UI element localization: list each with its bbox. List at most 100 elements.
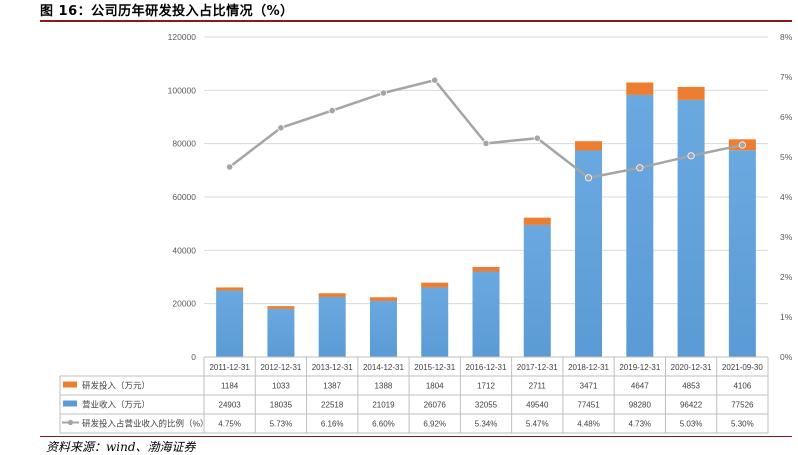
y-left-tick-label: 0 <box>191 352 196 362</box>
ratio-point <box>482 139 490 147</box>
table-value: 5.34% <box>475 420 498 429</box>
x-tick-label: 2021-09-30 <box>722 363 763 372</box>
y-right-tick-label: 0% <box>780 352 793 362</box>
x-tick-label: 2016-12-31 <box>466 363 507 372</box>
rd-bar <box>318 293 346 297</box>
ratio-point <box>687 152 695 160</box>
ratio-point <box>226 163 234 171</box>
y-left-tick-label: 20000 <box>172 299 196 309</box>
revenue-bar <box>626 94 654 358</box>
table-value: 6.92% <box>423 420 446 429</box>
legend-label: 研发投入（万元） <box>82 381 150 391</box>
revenue-bar <box>318 296 346 357</box>
table-value: 2711 <box>529 382 547 391</box>
y-left-tick-label: 40000 <box>172 245 196 255</box>
y-right-tick-label: 7% <box>780 72 793 82</box>
ratio-point <box>533 134 541 142</box>
revenue-bar <box>523 224 551 357</box>
ratio-point <box>379 89 388 97</box>
table-value: 22518 <box>321 401 344 410</box>
x-tick-label: 2018-12-31 <box>568 363 609 372</box>
rd-bar <box>626 82 654 95</box>
table-value: 77526 <box>731 401 754 410</box>
rd-bar <box>369 297 397 301</box>
table-value: 21019 <box>372 401 395 410</box>
table-value: 1184 <box>221 382 239 391</box>
revenue-bar <box>369 300 397 357</box>
revenue-bar <box>421 287 449 357</box>
rd-bar <box>472 266 500 272</box>
table-value: 1033 <box>272 382 290 391</box>
table-value: 26076 <box>424 401 447 410</box>
legend-label: 营业收入（万元） <box>82 400 150 410</box>
x-tick-label: 2017-12-31 <box>517 363 558 372</box>
x-tick-label: 2014-12-31 <box>363 363 404 372</box>
table-value: 4647 <box>631 382 649 391</box>
table-value: 4.48% <box>577 420 600 429</box>
ratio-point <box>584 174 593 182</box>
rd-bar <box>677 86 705 100</box>
table-value: 5.03% <box>680 420 703 429</box>
y-right-tick-label: 1% <box>780 312 793 322</box>
table-value: 4853 <box>682 382 700 391</box>
table-value: 32055 <box>475 401 498 410</box>
rd-bar <box>523 217 551 225</box>
table-value: 1388 <box>375 382 393 391</box>
y-right-tick-label: 3% <box>780 232 793 242</box>
table-value: 77451 <box>577 401 600 410</box>
ratio-point <box>277 124 285 132</box>
legend-key <box>63 400 77 407</box>
revenue-bar <box>216 290 244 357</box>
rd-bar <box>575 141 603 151</box>
y-right-tick-label: 6% <box>780 112 793 122</box>
revenue-bar <box>472 271 500 357</box>
y-right-tick-label: 2% <box>780 272 793 282</box>
figure-title: 图 16：公司历年研发投入占比情况（%） <box>40 4 294 19</box>
table-value: 5.30% <box>731 420 754 429</box>
y-left-tick-label: 120000 <box>168 32 197 42</box>
table-value: 1804 <box>426 382 444 391</box>
table-value: 98280 <box>629 401 652 410</box>
table-value: 49540 <box>526 401 549 410</box>
rd-bar <box>216 287 244 291</box>
table-value: 4.73% <box>628 420 651 429</box>
table-value: 1387 <box>323 382 341 391</box>
revenue-bar <box>267 308 295 357</box>
source-note: 资料来源：wind、渤海证券 <box>46 440 196 454</box>
table-value: 3471 <box>580 382 598 391</box>
revenue-bar <box>728 150 756 357</box>
ratio-point <box>328 107 336 115</box>
x-tick-label: 2019-12-31 <box>619 363 660 372</box>
legend-label: 研发投入占营业收入的比例（%） <box>82 419 209 429</box>
ratio-point <box>738 141 746 149</box>
y-right-tick-label: 4% <box>780 192 793 202</box>
table-value: 6.16% <box>321 420 344 429</box>
legend-key <box>63 381 77 388</box>
x-tick-label: 2015-12-31 <box>414 363 455 372</box>
table-value: 1712 <box>477 382 495 391</box>
revenue-bar <box>575 150 603 357</box>
table-value: 5.73% <box>270 420 293 429</box>
y-left-tick-label: 100000 <box>168 85 197 95</box>
table-value: 4.75% <box>218 420 241 429</box>
table-value: 4106 <box>733 382 751 391</box>
y-left-tick-label: 80000 <box>172 139 196 149</box>
x-tick-label: 2012-12-31 <box>260 363 301 372</box>
table-value: 6.60% <box>372 420 395 429</box>
rd-bar <box>421 282 449 288</box>
x-tick-label: 2011-12-31 <box>209 363 250 372</box>
bottom-rule <box>40 436 792 437</box>
y-left-tick-label: 60000 <box>172 192 196 202</box>
table-value: 96422 <box>680 401 703 410</box>
top-rule <box>40 20 792 22</box>
revenue-bar <box>677 99 705 357</box>
y-right-tick-label: 5% <box>780 152 793 162</box>
ratio-point <box>431 76 439 84</box>
table-value: 5.47% <box>526 420 549 429</box>
table-value: 24903 <box>219 401 242 410</box>
table-value: 18035 <box>270 401 293 410</box>
y-right-tick-label: 8% <box>780 32 793 42</box>
legend-key <box>67 419 74 426</box>
x-tick-label: 2013-12-31 <box>312 363 353 372</box>
